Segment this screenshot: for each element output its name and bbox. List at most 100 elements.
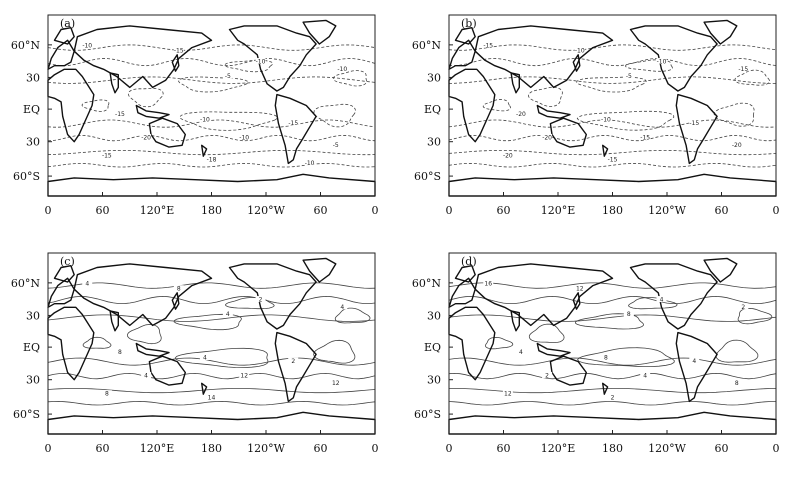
coastline	[171, 54, 180, 72]
contour-line	[448, 401, 776, 406]
contour-value-label: 4	[144, 373, 148, 380]
contour-line	[173, 313, 242, 331]
coastline	[629, 263, 718, 330]
contour-value-label: -20	[542, 135, 552, 142]
contour-line	[47, 44, 376, 51]
x-tick-label: 60	[314, 442, 328, 455]
contour-label-bg	[502, 390, 513, 397]
contour-line	[127, 87, 164, 108]
coastline	[510, 310, 520, 332]
x-tick-label: 0	[446, 204, 453, 217]
contour-value-label: -5	[626, 73, 632, 80]
contour-label-bg	[656, 296, 667, 303]
contour-line	[577, 347, 675, 367]
y-tick-label: 30	[26, 71, 40, 84]
contour-label-bg	[689, 119, 700, 126]
contour-label-bg	[640, 372, 651, 379]
contour-label-bg	[731, 141, 742, 148]
contour-label-bg	[239, 134, 250, 141]
contour-line	[332, 70, 367, 87]
contour-value-label: 12	[504, 391, 512, 398]
contour-line	[313, 339, 356, 364]
panel-frame	[47, 252, 376, 435]
contour-label-bg	[199, 115, 210, 122]
contour-line	[47, 150, 376, 156]
contour-label-bg	[542, 372, 553, 379]
contour-label-bg	[82, 41, 93, 48]
contour-line	[47, 134, 376, 142]
y-tick-label: 30	[26, 374, 40, 387]
contour-value-label: -15	[288, 120, 298, 127]
contour-label-bg	[689, 357, 700, 364]
contour-line	[448, 44, 777, 51]
coastline	[148, 355, 187, 386]
coastline	[448, 68, 496, 143]
y-tick-label: 60°N	[11, 277, 40, 290]
y-tick-label: 60°S	[414, 170, 441, 183]
contour-line	[448, 372, 777, 380]
contour-line	[485, 336, 514, 350]
y-tick-label: 30	[26, 309, 40, 322]
coastline	[200, 144, 208, 157]
coastline	[675, 331, 718, 403]
contour-value-label: 2	[259, 297, 263, 304]
contour-value-label: -20	[516, 111, 526, 118]
y-tick-label: 60°N	[11, 39, 40, 52]
x-tick-label: 120°E	[541, 204, 576, 217]
coastline	[228, 25, 317, 92]
contour-label-bg	[101, 152, 112, 159]
contour-label-bg	[206, 155, 217, 162]
coastline	[510, 72, 520, 94]
x-tick-label: 0	[446, 442, 453, 455]
x-tick-label: 60	[715, 204, 729, 217]
y-tick-label: 30	[26, 136, 40, 149]
contour-value-label: -15	[483, 42, 493, 49]
panel-label: (a)	[60, 17, 75, 30]
coastline	[549, 117, 587, 148]
coastline	[474, 25, 614, 89]
contour-value-label: 12	[576, 286, 584, 293]
coastline	[703, 19, 738, 45]
x-tick-label: 180	[602, 442, 623, 455]
contour-value-label: 4	[692, 358, 696, 365]
x-tick-label: 180	[201, 204, 222, 217]
panel-b: -15 -10 -5 -10 -15 -20 -10 -15 -20 -15 -20 -20 -15 (b…	[412, 14, 780, 217]
coastline	[109, 72, 120, 94]
coastline	[675, 93, 718, 165]
contour-label-bg	[515, 110, 526, 117]
panel-d: 16 12 8 4 2 4 8 4 2 4 8 12 2 (d) 60°N 30 EQ 30 60°S 0 60 120°…	[412, 252, 780, 455]
y-tick-label: 30	[427, 374, 441, 387]
contour-label-bg	[502, 152, 513, 159]
panel-c: 4 8 4 2 4 8 4 2 4 12 12 8 14 (c) 60°N 30 EQ 30 60°S 0 60 120°…	[11, 252, 379, 455]
contour-value-label: -20	[732, 142, 742, 149]
y-tick-label: EQ	[424, 103, 441, 116]
contour-line	[47, 295, 376, 304]
contour-label-bg	[255, 296, 266, 303]
contour-value-label: -15	[640, 135, 650, 142]
contour-value-label: 2	[611, 394, 615, 401]
coastline	[200, 382, 208, 395]
x-tick-label: 60	[96, 442, 110, 455]
contour-value-label: -15	[174, 48, 184, 55]
coastline-group	[448, 257, 777, 435]
panel-a: -10 -15 -5 -10 -10 -15 -10 -15 -20 -10 -5 -15 -18 -10…	[11, 14, 379, 217]
contour-label-bg	[304, 159, 315, 166]
contour-line	[178, 76, 249, 93]
coastline	[148, 117, 187, 148]
x-tick-label: 120°W	[247, 442, 285, 455]
contour-label-bg	[337, 65, 348, 72]
coastline	[629, 25, 718, 92]
contour-line	[576, 110, 675, 131]
x-tick-label: 180	[602, 204, 623, 217]
coastline	[602, 382, 609, 395]
contour-label-bg	[542, 134, 553, 141]
x-tick-label: 120°E	[541, 442, 576, 455]
x-tick-label: 120°E	[140, 442, 175, 455]
contour-label-bg	[206, 393, 217, 400]
contour-line	[47, 282, 376, 289]
coastline	[703, 257, 738, 283]
coastline	[53, 27, 75, 45]
contour-group	[47, 282, 376, 406]
contour-line	[82, 336, 112, 349]
x-tick-label: 0	[773, 442, 780, 455]
